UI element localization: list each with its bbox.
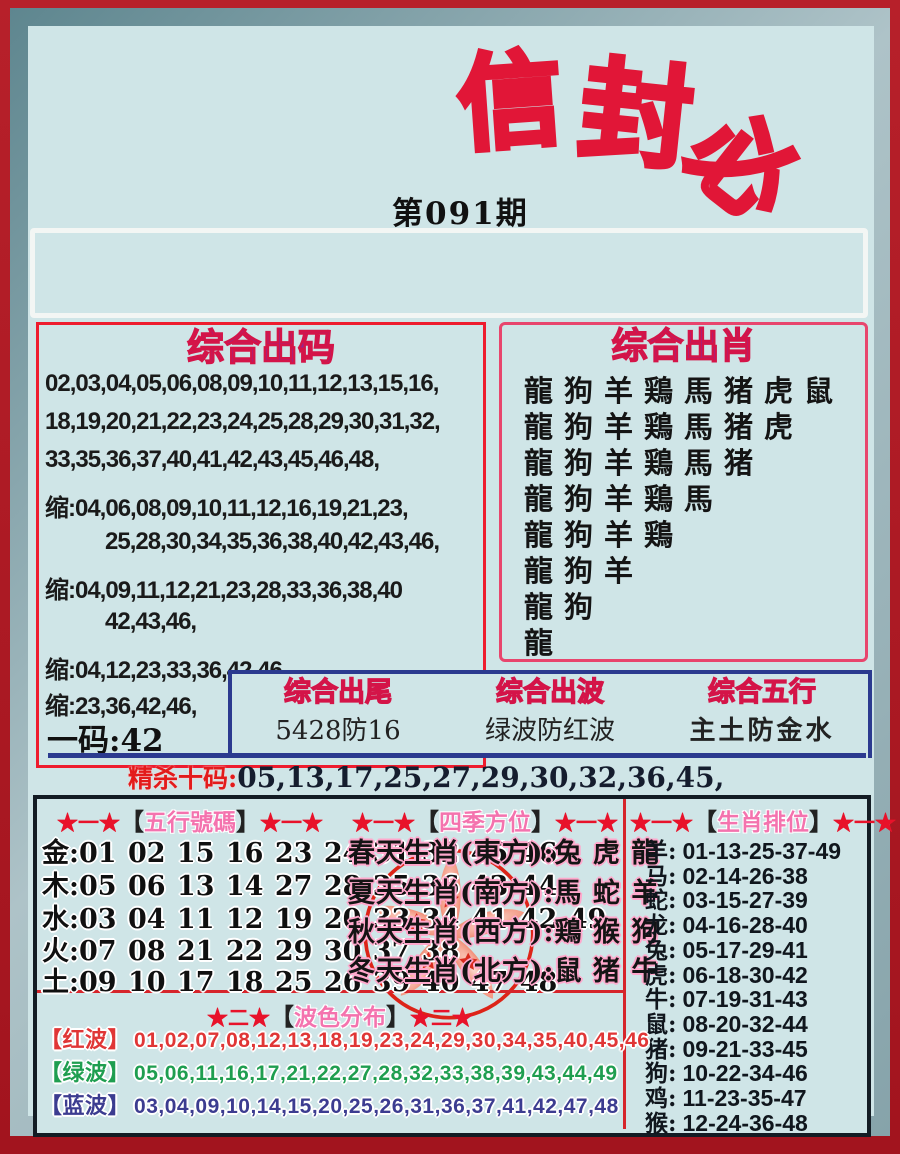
five-elements-title: 五行號碼 — [144, 809, 236, 836]
zodiac-rank-row: 虎: 06-18-30-42 — [645, 962, 808, 989]
bracket: 【 — [693, 809, 717, 836]
season-row: 春天生肖(東方):兔 虎 龍 — [348, 838, 660, 869]
flower-emblem — [363, 848, 535, 1020]
summary-value: 主土防金水 — [689, 715, 835, 746]
zodiac-rank-row: 猪: 09-21-33-45 — [645, 1036, 808, 1063]
bracket: 【 — [270, 1004, 294, 1031]
star-dash-icon: ★一★ — [555, 812, 618, 835]
zodiac-ranking-title: 生肖排位 — [717, 809, 809, 836]
number-line-shrink: 缩:04,06,08,09,10,11,12,16,19,21,23, — [45, 495, 409, 522]
zodiac-ranking-header: ★一★【生肖排位】★一★ — [630, 802, 896, 837]
wave-colors-header: ★二★【波色分布】★二★ — [60, 997, 620, 1032]
zodiac-row: 龍 — [524, 626, 565, 660]
star-dash-icon: ★二★ — [410, 1007, 473, 1030]
zodiac-rank-row: 鸡: 11-23-35-47 — [645, 1085, 807, 1112]
kill-numbers-row: 精杀十码:05,13,17,25,27,29,30,32,36,45, — [0, 759, 900, 795]
zodiac-rank-row: 蛇: 03-15-27-39 — [645, 887, 808, 914]
summary-title: 综合五行 — [707, 677, 816, 708]
bracket: 】 — [809, 809, 833, 836]
star-dash-icon: ★二★ — [207, 1007, 270, 1030]
zodiac-rank-row: 猴: 12-24-36-48 — [645, 1110, 808, 1137]
divider-line — [48, 753, 866, 758]
number-line-continued: 25,28,30,34,35,36,38,40,42,43,46, — [105, 528, 440, 555]
numbers-box: 综合出码 02,03,04,05,06,08,09,10,11,12,13,15… — [36, 322, 486, 768]
zodiac-rank-row: 鼠: 08-20-32-44 — [645, 1011, 808, 1038]
summary-col-tail: 综合出尾 5428防16 — [232, 674, 444, 758]
zodiac-row: 龍狗羊 — [524, 554, 645, 588]
summary-box: 综合出尾 5428防16 综合出波 绿波防红波 综合五行 主土防金水 — [228, 670, 872, 758]
number-line-shrink: 缩:23,36,42,46, — [45, 693, 197, 720]
bracket: 】 — [236, 809, 260, 836]
wave-colors-title: 波色分布 — [294, 1004, 386, 1031]
zodiac-row: 龍狗 — [524, 590, 605, 624]
zodiac-rank-row: 兔: 05-17-29-41 — [645, 937, 808, 964]
title-char-1: 信 — [451, 34, 568, 169]
empty-result-box — [30, 228, 868, 318]
number-line: 02,03,04,05,06,08,09,10,11,12,13,15,16, — [45, 370, 439, 397]
number-line-shrink: 缩:04,09,11,12,21,23,28,33,36,38,40 — [45, 577, 403, 604]
numbers-box-title: 综合出码 — [186, 325, 335, 369]
green-wave-row: 【绿波】 05,06,11,16,17,21,22,27,28,32,33,38,… — [40, 1060, 618, 1086]
five-elements-row: 木:05 06 13 14 27 28 35 36 43 44 — [42, 871, 558, 902]
zodiac-row: 龍狗羊鶏馬猪虎鼠 — [524, 374, 845, 408]
zodiac-box-title: 综合出肖 — [611, 325, 756, 367]
five-elements-row: 水:03 04 11 12 19 20 33 34 41 42 49 — [42, 904, 607, 935]
five-elements-row: 火:07 08 21 22 29 30 37 38 — [42, 936, 460, 967]
star-dash-icon: ★一★ — [57, 812, 120, 835]
zodiac-rank-row: 羊: 01-13-25-37-49 — [645, 838, 842, 865]
four-seasons-title: 四季方位 — [439, 809, 531, 836]
summary-title: 综合出尾 — [283, 677, 392, 708]
zodiac-row: 龍狗羊鶏 — [524, 518, 685, 552]
number-line: 18,19,20,21,22,23,24,25,28,29,30,31,32, — [45, 408, 441, 435]
kill-numbers-label: 精杀十码: — [128, 764, 238, 793]
zodiac-rank-row: 狗: 10-22-34-46 — [645, 1060, 808, 1087]
horizontal-divider — [37, 990, 623, 993]
zodiac-rank-row: 牛: 07-19-31-43 — [645, 986, 808, 1013]
star-dash-icon: ★一★ — [352, 812, 415, 835]
vertical-divider — [623, 799, 626, 1129]
four-seasons-header: ★一★【四季方位】★一★ — [340, 802, 630, 837]
kill-numbers-value: 05,13,17,25,27,29,30,32,36,45, — [237, 761, 725, 794]
bracket: 】 — [386, 1004, 410, 1031]
five-elements-row: 土:09 10 17 18 25 26 39 40 47 48 — [42, 967, 558, 998]
summary-value: 绿波防红波 — [484, 715, 615, 746]
summary-title: 综合出波 — [495, 677, 604, 708]
five-elements-row: 金:01 02 15 16 23 24 31 32 45 46 — [42, 838, 558, 869]
zodiac-box: 综合出肖 龍狗羊鶏馬猪虎鼠 龍狗羊鶏馬猪虎 龍狗羊鶏馬猪 龍狗羊鶏馬 龍狗羊鶏 … — [499, 322, 868, 662]
season-row: 夏天生肖(南方):馬 蛇 羊 — [348, 878, 660, 909]
five-elements-header: ★一★【五行號碼】★一★ — [40, 802, 340, 837]
number-line: 33,35,36,37,40,41,42,43,45,46,48, — [45, 446, 380, 473]
star-dash-icon: ★一★ — [630, 812, 693, 835]
summary-col-element: 综合五行 主土防金水 — [656, 674, 868, 758]
title-char-2: 封 — [571, 42, 701, 189]
blue-wave-row: 【蓝波】 03,04,09,10,14,15,20,25,26,31,36,37,… — [40, 1093, 619, 1119]
star-dash-icon: ★一★ — [260, 812, 323, 835]
bracket: 】 — [531, 809, 555, 836]
bracket: 【 — [415, 809, 439, 836]
summary-col-wave: 综合出波 绿波防红波 — [444, 674, 656, 758]
issue-number: 第091期 — [392, 196, 529, 232]
bracket: 【 — [120, 809, 144, 836]
zodiac-rank-row: 龙: 04-16-28-40 — [645, 912, 808, 939]
zodiac-row: 龍狗羊鶏馬猪虎 — [524, 410, 805, 444]
season-row: 冬天生肖(北方):鼠 猪 牛 — [348, 956, 660, 987]
star-dash-icon: ★一★ — [833, 812, 896, 835]
zodiac-row: 龍狗羊鶏馬猪 — [524, 446, 765, 480]
red-wave-row: 【红波】 01,02,07,08,12,13,18,19,23,24,29,30,… — [40, 1027, 650, 1053]
zodiac-row: 龍狗羊鶏馬 — [524, 482, 725, 516]
number-line-continued: 42,43,46, — [105, 608, 197, 635]
zodiac-rank-row: 马: 02-14-26-38 — [645, 863, 808, 890]
summary-value: 5428防16 — [275, 715, 401, 746]
season-row: 秋天生肖(西方):鶏 猴 狗 — [348, 917, 660, 948]
